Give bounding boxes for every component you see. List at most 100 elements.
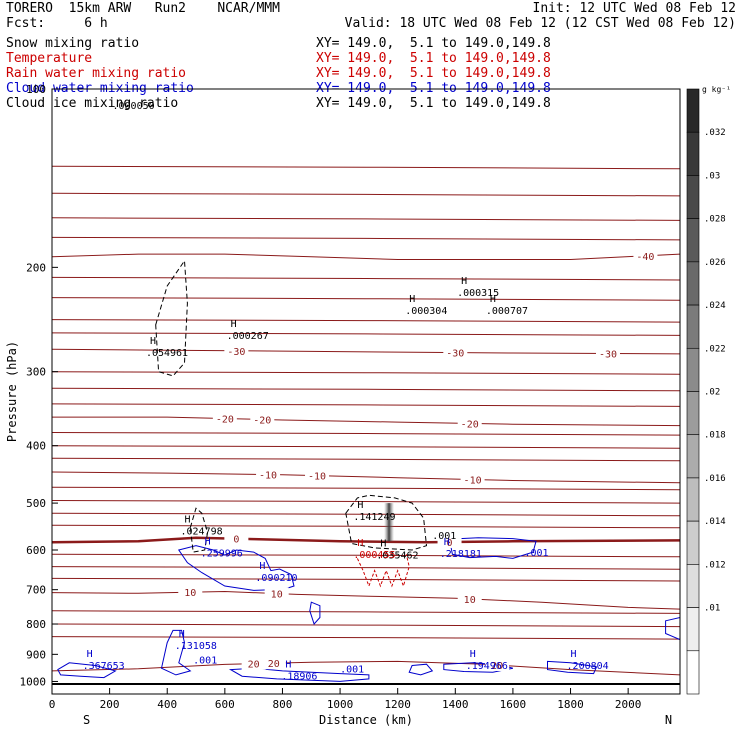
cloud-ice-contour-1 bbox=[345, 494, 428, 551]
maximum-value-label: .000304 bbox=[405, 306, 447, 317]
cloud-water-contour-0 bbox=[177, 545, 295, 591]
field-xy-snow: XY= 149.0, 5.1 to 149.0,149.8 bbox=[316, 36, 551, 51]
maximum-value-label: .131058 bbox=[175, 641, 217, 652]
isotherm-label--30: -30 bbox=[446, 349, 464, 360]
isotherm-label--10: -10 bbox=[259, 471, 277, 482]
isotherm-label-10: 10 bbox=[464, 595, 476, 606]
isotherm-label-0: 0 bbox=[447, 538, 453, 549]
maximum-value-label: .141249 bbox=[353, 512, 395, 523]
colorbar-segment bbox=[686, 218, 700, 263]
colorbar-segment bbox=[686, 434, 700, 479]
isotherm-label--30: -30 bbox=[227, 347, 245, 358]
isotherm-label-bg-4-0 bbox=[224, 532, 249, 545]
y-tick-label: 100 bbox=[26, 83, 46, 96]
temperature-aux-line-17 bbox=[51, 524, 681, 529]
maximum-h-marker: H bbox=[205, 536, 211, 547]
temperature-aux-line-10 bbox=[51, 403, 681, 407]
maximum-value-label: .035462 bbox=[376, 550, 418, 561]
isotherm-label-20: 20 bbox=[248, 660, 260, 671]
temperature-aux-line-21 bbox=[51, 610, 681, 614]
isotherm--30 bbox=[51, 348, 681, 355]
rain-contour-0 bbox=[356, 554, 410, 588]
temperature-aux-line-4 bbox=[51, 276, 681, 281]
y-tick-label: 900 bbox=[26, 648, 46, 661]
maximum-h-marker: H bbox=[571, 649, 577, 660]
colorbar-segment bbox=[686, 564, 700, 608]
y-tick-label: 1000 bbox=[20, 675, 47, 688]
valid-time: Valid: 18 UTC Wed 08 Feb 12 (12 CST Wed … bbox=[344, 16, 736, 31]
field-label-temperature: Temperature bbox=[6, 51, 93, 66]
field-label-snow: Snow mixing ratio bbox=[6, 36, 140, 51]
colorbar-unit: g kg⁻¹ bbox=[702, 85, 731, 94]
maximum-h-marker: H bbox=[87, 649, 93, 660]
maximum-value-label: .000707 bbox=[486, 306, 528, 317]
colorbar-tick-label: .012 bbox=[704, 560, 726, 570]
maximum-h-marker: H bbox=[357, 538, 363, 549]
isotherm-label-bg-3-1 bbox=[305, 469, 330, 482]
temperature-aux-line-22 bbox=[51, 623, 681, 628]
maximum-h-marker: H bbox=[357, 500, 363, 511]
field-label-cloud-water: Cloud water mixing ratio bbox=[6, 81, 194, 96]
colorbar: .032 .03 .028 .026 .024 .022 .02 .018 .016 .014 .0… bbox=[686, 85, 731, 695]
colorbar-tick-label: .028 bbox=[704, 215, 726, 225]
maximum-value-label: .367653 bbox=[83, 661, 125, 672]
isotherm-label--10: -10 bbox=[308, 472, 326, 483]
maximum-h-marker: H bbox=[231, 319, 237, 330]
isotherm-label-bg-4-1 bbox=[437, 535, 462, 548]
maximum-value-label: .18906 bbox=[281, 672, 317, 683]
maximum-h-marker: H bbox=[461, 276, 467, 287]
field-label-cloud-ice: Cloud ice mixing ratio bbox=[6, 96, 179, 111]
plot-frame bbox=[51, 88, 681, 695]
isotherm-label-20: 20 bbox=[491, 661, 503, 672]
isotherm-label--20: -20 bbox=[216, 415, 234, 426]
x-tick-label: 1400 bbox=[442, 698, 469, 711]
colorbar-tick-label: .032 bbox=[704, 128, 726, 138]
y-tick-label: 200 bbox=[26, 261, 46, 274]
isotherm-label--20: -20 bbox=[461, 419, 479, 430]
x-tick-label: 1800 bbox=[557, 698, 584, 711]
x-tick-label: 0 bbox=[49, 698, 56, 711]
isotherm-label-10: 10 bbox=[271, 590, 283, 601]
x-tick-label: 2000 bbox=[615, 698, 642, 711]
y-tick-label: 300 bbox=[26, 366, 46, 379]
isotherm-label-20: 20 bbox=[268, 659, 280, 670]
y-tick-label: 700 bbox=[26, 584, 46, 597]
forecast-hour: Fcst: 6 h bbox=[6, 16, 108, 31]
cloud-ice-contour-2 bbox=[189, 507, 209, 553]
maximum-h-marker: H bbox=[444, 537, 450, 548]
isotherm-label-bg-3-0 bbox=[256, 468, 281, 481]
init-time: Init: 12 UTC Wed 08 Feb 12 bbox=[532, 1, 737, 16]
x-end-label-right: N bbox=[665, 713, 672, 727]
temperature-aux-line-8 bbox=[51, 371, 681, 375]
isotherm-label-bg-6-1 bbox=[261, 657, 286, 670]
isotherm-label--40: -40 bbox=[636, 252, 654, 263]
temperature-aux-line-19 bbox=[51, 566, 681, 570]
contour-layer bbox=[51, 165, 681, 685]
temperature-aux-line-2 bbox=[51, 217, 681, 221]
colorbar-segment bbox=[686, 261, 700, 306]
temperature-aux-line-18 bbox=[51, 553, 681, 558]
y-tick-label: 800 bbox=[26, 618, 46, 631]
isotherm-20 bbox=[51, 660, 681, 676]
isotherm-label-bg-2-2 bbox=[457, 417, 482, 430]
model-title: TORERO 15km ARW Run2 NCAR/MMM bbox=[6, 1, 280, 16]
x-tick-label: 1200 bbox=[384, 698, 411, 711]
isotherm-label--30: -30 bbox=[599, 350, 617, 361]
maximum-value-label: .218181 bbox=[440, 549, 482, 560]
isotherm-label-0: 0 bbox=[233, 535, 239, 546]
colorbar-segment bbox=[686, 304, 700, 349]
cloud-water-contour-6 bbox=[408, 663, 434, 676]
temperature-aux-line-16 bbox=[51, 512, 681, 517]
isotherm-10 bbox=[51, 590, 681, 610]
colorbar-tick-label: .018 bbox=[704, 431, 726, 441]
temperature-aux-line-7 bbox=[51, 332, 681, 336]
maximum-h-marker: H bbox=[470, 649, 476, 660]
maximum-value-label: .054961 bbox=[146, 348, 188, 359]
colorbar-tick-label: .03 bbox=[704, 171, 720, 181]
maximum-value-label: .259996 bbox=[201, 548, 243, 559]
isotherm-label-bg-6-2 bbox=[485, 658, 510, 671]
isotherm-label-bg-6-0 bbox=[241, 657, 266, 670]
temperature-aux-line-3 bbox=[51, 236, 681, 241]
isotherm--10 bbox=[51, 471, 681, 484]
